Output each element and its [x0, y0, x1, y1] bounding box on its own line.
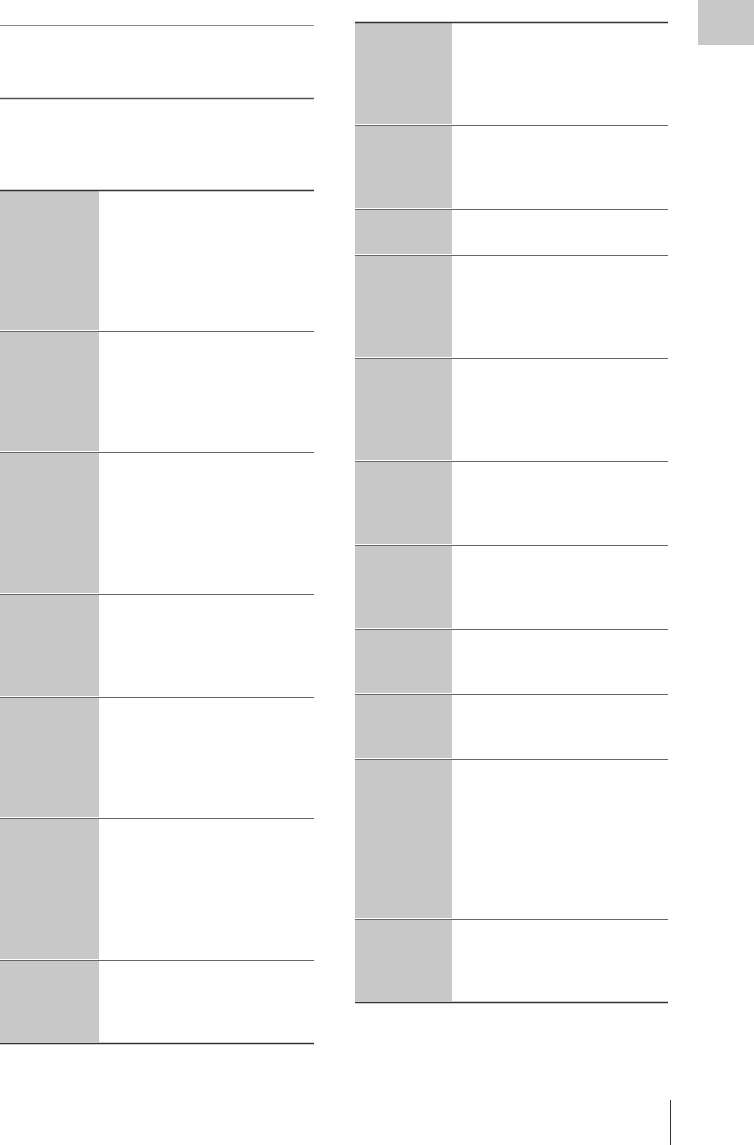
table-header-cell — [0, 595, 99, 696]
table-header-cell — [355, 920, 452, 1001]
table-header-cell — [355, 630, 452, 693]
table-header-cell — [355, 210, 452, 254]
table-header-cell — [0, 698, 99, 817]
section-tab — [698, 0, 754, 45]
table-header-cell — [0, 191, 99, 330]
table-header-cell — [0, 453, 99, 593]
table-header-cell — [355, 695, 452, 758]
table-header-cell — [355, 760, 452, 918]
table-header-cell — [0, 819, 99, 959]
table-header-cell — [355, 546, 452, 628]
table-header-cell — [355, 359, 452, 460]
table-header-cell — [355, 126, 452, 208]
table-header-cell — [355, 23, 452, 124]
table-header-cell — [0, 332, 99, 451]
table-header-cell — [0, 961, 99, 1042]
table-header-cell — [355, 462, 452, 544]
table-header-cell — [355, 256, 452, 357]
